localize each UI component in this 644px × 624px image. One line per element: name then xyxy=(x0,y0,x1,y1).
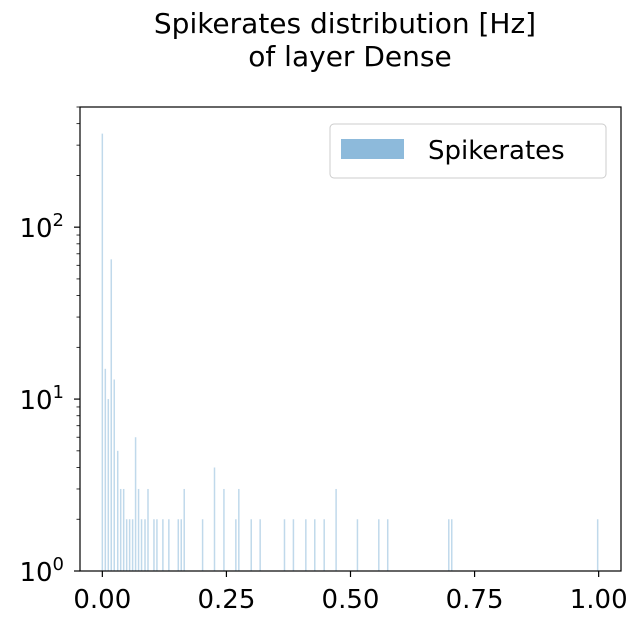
histogram-bar xyxy=(144,519,146,571)
x-axis-ticks: 0.00 0.25 0.50 0.75 1.00 xyxy=(73,571,628,615)
histogram-bar xyxy=(156,519,158,571)
chart-title: Spikerates distribution [Hz] of layer De… xyxy=(154,7,536,73)
histogram-bars xyxy=(101,133,599,571)
histogram-bar xyxy=(335,488,337,571)
histogram-bar xyxy=(386,519,389,571)
histogram-bar xyxy=(125,519,128,571)
legend-label-spikerates: Spikerates xyxy=(428,136,565,166)
histogram-bar xyxy=(101,133,104,571)
histogram-bar xyxy=(250,519,252,571)
histogram-bar xyxy=(116,450,119,571)
histogram-bar xyxy=(131,519,134,571)
x-tick-label: 0.50 xyxy=(322,585,380,615)
histogram-bar xyxy=(110,259,113,571)
histogram-bar xyxy=(378,519,380,571)
histogram-bar xyxy=(596,519,599,571)
histogram-bar xyxy=(107,399,110,571)
legend-box xyxy=(329,123,607,179)
histogram-bar xyxy=(201,519,204,571)
histogram-bar xyxy=(147,488,149,571)
histogram-bar xyxy=(223,488,225,571)
histogram-bar xyxy=(323,519,325,571)
histogram-bar xyxy=(104,368,107,571)
y-tick-label: 100 xyxy=(19,554,64,588)
y-tick-label: 102 xyxy=(19,210,64,244)
legend: Spikerates xyxy=(329,123,607,179)
histogram-bar xyxy=(134,437,137,571)
histogram-bar xyxy=(177,519,180,571)
histogram-bar xyxy=(305,519,307,571)
histogram-bar xyxy=(356,519,359,571)
histogram-bar xyxy=(137,488,140,571)
histogram-bar xyxy=(314,519,316,571)
histogram-bar xyxy=(122,488,125,571)
histogram-bar xyxy=(213,467,216,571)
histogram-bar xyxy=(140,519,143,571)
x-tick-label: 1.00 xyxy=(570,585,628,615)
histogram-bar xyxy=(180,519,182,571)
plot-area-frame xyxy=(79,106,622,572)
x-tick-label: 0.25 xyxy=(197,585,255,615)
histogram-bar xyxy=(113,379,115,571)
histogram-bar xyxy=(183,488,185,571)
histogram-bar xyxy=(128,519,131,571)
histogram-bar xyxy=(292,519,295,571)
y-major-ticks: 100 101 102 xyxy=(19,210,80,588)
histogram-bar xyxy=(153,519,155,571)
histogram-bar xyxy=(168,519,170,571)
histogram-bar xyxy=(119,488,122,571)
chart-title-line-2: of layer Dense xyxy=(248,40,451,73)
legend-swatch-spikerates xyxy=(341,139,404,159)
y-tick-label: 101 xyxy=(19,382,64,416)
x-tick-label: 0.00 xyxy=(73,585,131,615)
histogram-bar xyxy=(451,519,453,571)
histogram-bar xyxy=(283,519,286,571)
histogram-bar xyxy=(448,519,450,571)
histogram-bar xyxy=(238,488,240,571)
histogram-bar xyxy=(162,519,164,571)
chart-title-line-1: Spikerates distribution [Hz] xyxy=(154,7,536,40)
histogram-bar xyxy=(235,519,237,571)
histogram-bar xyxy=(259,519,261,571)
x-tick-label: 0.75 xyxy=(446,585,504,615)
